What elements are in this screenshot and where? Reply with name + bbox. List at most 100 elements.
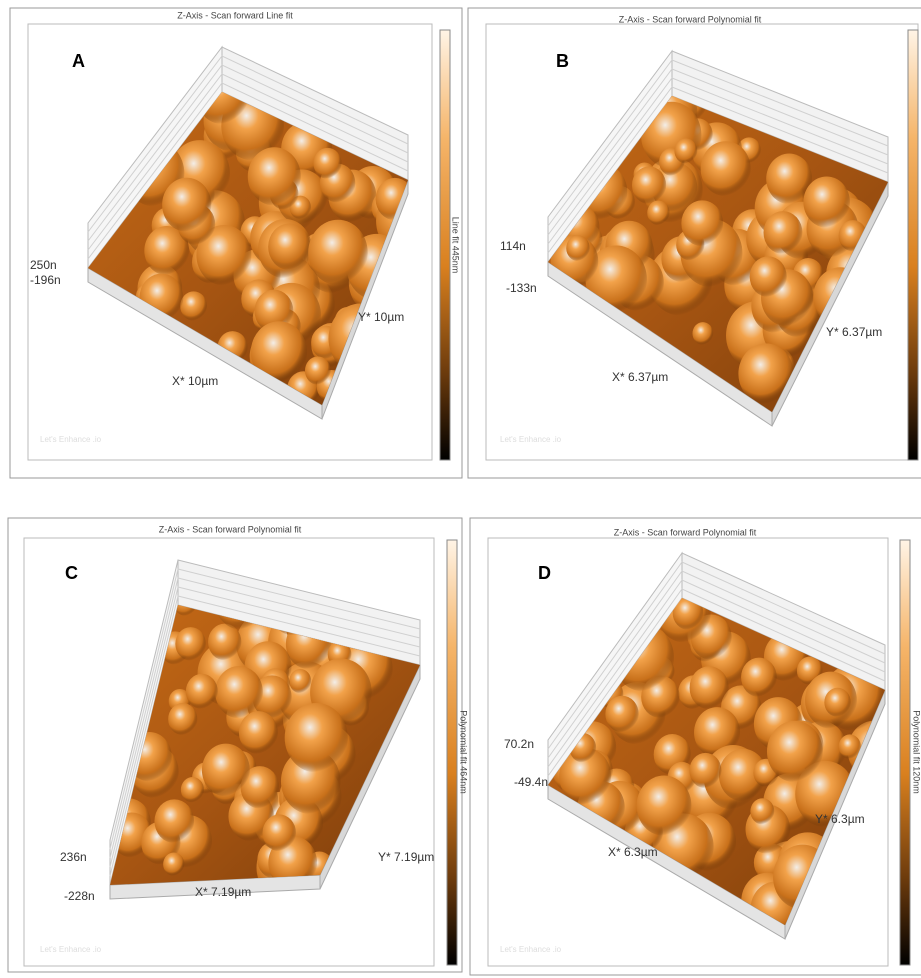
surface-peak — [173, 605, 198, 616]
plot-frame — [487, 537, 889, 967]
colorbar-label: Polynomial fit 464nm — [459, 710, 469, 794]
surface-peak — [196, 224, 252, 286]
surface-peak — [681, 200, 724, 247]
surface-peak — [694, 707, 741, 758]
z-min-label: -196n — [30, 273, 61, 287]
back-wall — [681, 552, 886, 691]
surface-peak — [692, 322, 714, 345]
wall-grid — [87, 73, 409, 251]
colorbar — [446, 539, 458, 966]
wall-grid — [547, 77, 889, 245]
surface-peak — [636, 775, 692, 836]
wall-grid — [87, 55, 409, 233]
surface-peak — [240, 766, 280, 809]
surface-peak — [308, 219, 368, 286]
wall-grid — [109, 595, 421, 877]
surface-peak — [674, 138, 698, 164]
surface-peak — [566, 235, 590, 262]
surface-peak — [268, 223, 311, 271]
front-wall — [784, 689, 886, 940]
surface-peak — [631, 166, 667, 205]
surface-peak — [750, 798, 775, 825]
surface-peak — [284, 702, 348, 773]
surface-peak — [766, 153, 813, 204]
surface-peak — [741, 657, 777, 697]
surface-peak — [247, 147, 301, 206]
surface-peak — [766, 720, 823, 783]
panel-label: A — [72, 51, 85, 71]
surface-peak — [175, 627, 206, 661]
wall-grid — [547, 570, 886, 759]
y-axis-label: Y* 6.3µm — [815, 812, 865, 826]
surface-peak — [215, 666, 263, 719]
panel-label: B — [556, 51, 569, 71]
afm-panel: Z-Axis - Scan forward Line fit A 250n-196n… — [9, 7, 463, 479]
surface-peak — [262, 814, 297, 852]
panel-title: Z-Axis - Scan forward Polynomial fit — [614, 527, 757, 537]
panel-title: Z-Axis - Scan forward Polynomial fit — [619, 14, 762, 24]
watermark: Let's Enhance .io — [500, 945, 562, 954]
surface-peak — [763, 211, 803, 254]
z-min-label: -228n — [64, 889, 95, 903]
surface-peak — [180, 776, 205, 803]
surface-peak — [749, 256, 787, 298]
colorbar-label: Line fit 445nm — [451, 217, 461, 274]
surface-peak — [700, 141, 751, 197]
surface-peak — [163, 852, 185, 876]
back-wall — [177, 559, 421, 666]
z-max-label: 114n — [500, 239, 526, 253]
surface-peak — [154, 799, 195, 843]
colorbar — [907, 29, 919, 461]
front-wall — [321, 179, 409, 420]
afm-panel: Z-Axis - Scan forward Polynomial fit D 70.… — [469, 517, 921, 976]
wall-grid — [109, 577, 421, 859]
surface-peak — [180, 291, 207, 321]
surface-peak — [313, 147, 342, 179]
y-axis-label: Y* 6.37µm — [826, 325, 882, 339]
surface-peak — [605, 695, 639, 733]
panel-label: C — [65, 563, 78, 583]
y-axis-label: Y* 10µm — [358, 310, 404, 324]
colorbar-label: Polynomial fit 120nm — [912, 710, 921, 794]
surface-peak — [559, 747, 612, 805]
surface-peak — [304, 356, 331, 385]
afm-panel: Z-Axis - Scan forward Polynomial fit C 236… — [7, 517, 469, 973]
panel-label: D — [538, 563, 551, 583]
surface-peak — [250, 321, 308, 384]
plot-frame — [23, 537, 435, 967]
surface-peak — [162, 177, 212, 232]
wall-grid — [109, 586, 421, 868]
back-wall — [671, 50, 889, 183]
colorbar — [899, 539, 911, 966]
wall-grid — [547, 588, 886, 777]
panel-title: Z-Axis - Scan forward Line fit — [177, 10, 293, 20]
surface-bumps — [552, 598, 885, 925]
wall-grid — [109, 568, 421, 850]
z-min-label: -49.4n — [514, 775, 548, 789]
z-max-label: 236n — [60, 850, 87, 864]
surface-peak — [585, 245, 647, 314]
surface-peak — [803, 176, 850, 228]
surface-peak — [738, 343, 794, 405]
wall-grid — [87, 82, 409, 260]
x-axis-label: X* 10µm — [172, 374, 218, 388]
panel-title: Z-Axis - Scan forward Polynomial fit — [159, 524, 302, 534]
wall-grid — [547, 561, 886, 750]
watermark: Let's Enhance .io — [40, 435, 102, 444]
surface-peak — [718, 748, 767, 802]
watermark: Let's Enhance .io — [40, 945, 102, 954]
surface-peak — [838, 734, 861, 759]
afm-panel: Z-Axis - Scan forward Polynomial fit B 114… — [467, 7, 921, 479]
z-max-label: 250n — [30, 258, 57, 272]
x-axis-label: X* 6.37µm — [612, 370, 668, 384]
surface-peak — [238, 711, 278, 755]
surface-peak — [689, 752, 722, 789]
surface-peak — [168, 703, 198, 736]
plot-frame — [27, 23, 433, 461]
wall-grid — [547, 86, 889, 254]
wall-grid — [547, 59, 889, 227]
y-axis-label: Y* 7.19µm — [378, 850, 434, 864]
z-min-label: -133n — [506, 281, 537, 295]
surface-peak — [201, 743, 250, 797]
surface-peak — [144, 226, 190, 276]
